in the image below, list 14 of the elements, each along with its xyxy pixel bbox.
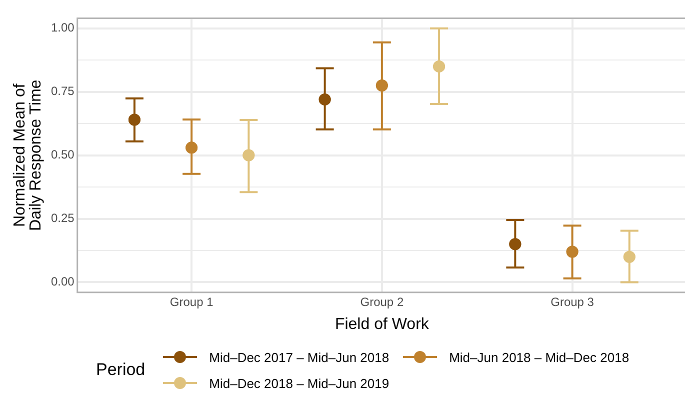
y-tick-label: 0.75 xyxy=(50,84,75,98)
x-tick-label: Group 3 xyxy=(550,294,594,309)
y-tick-label: 0.00 xyxy=(50,274,75,289)
x-tick-label: Group 2 xyxy=(360,294,404,309)
legend-label: Mid–Dec 2017 – Mid–Jun 2018 xyxy=(209,350,390,364)
y-tick-label: 1.00 xyxy=(50,20,75,35)
y-tick-label: 0.25 xyxy=(50,211,75,226)
legend-label: Mid–Dec 2018 – Mid–Jun 2019 xyxy=(209,376,390,390)
y-tick-label: 0.50 xyxy=(50,148,75,162)
x-tick-label: Group 1 xyxy=(170,294,214,309)
legend-label: Mid–Jun 2018 – Mid–Dec 2018 xyxy=(449,350,630,364)
legend-title: Period xyxy=(96,360,146,380)
y-axis-title: Normalized Mean of Daily Response Time xyxy=(11,80,44,231)
x-axis-title: Field of Work xyxy=(334,316,430,333)
